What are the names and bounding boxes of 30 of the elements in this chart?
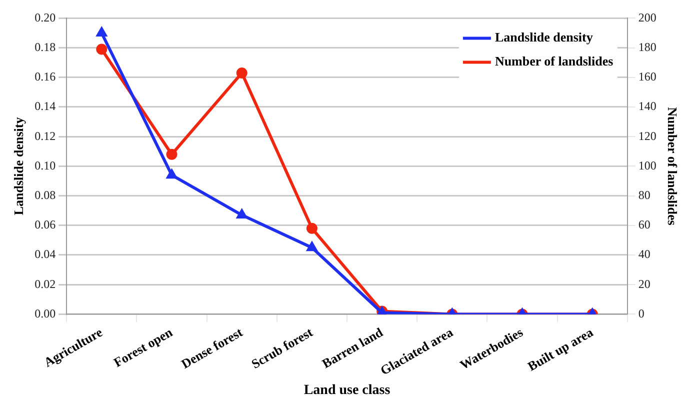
y-tick-label: 0.10 [34,158,56,172]
y-tick-label: 0.16 [34,70,56,84]
y-tick-label: 0.20 [34,10,56,24]
x-axis-title: Land use class [304,383,391,398]
legend-label: Number of landslides [494,54,614,69]
y2-tick-label: 200 [638,10,656,24]
x-tick-label: Scrub forest [248,324,316,372]
y-tick-label: 0.06 [34,218,56,232]
y2-tick-label: 0 [638,306,644,320]
y2-tick-label: 20 [638,276,650,291]
y2-tick-label: 100 [638,158,656,172]
legend-label: Landslide density [494,30,594,45]
y2-tick-label: 40 [638,247,650,262]
y-tick-label: 0.14 [34,99,56,114]
x-tick-label: Built up area [525,324,596,374]
y2-tick-label: 80 [638,188,650,202]
y2-tick-label: 180 [638,40,656,54]
y-tick-label: 0.04 [34,247,56,262]
y-tick-label: 0.18 [34,40,56,54]
y-axis-title: Landslide density [11,116,26,216]
y2-tick-label: 60 [638,218,650,232]
y-tick-label: 0.00 [34,306,56,320]
x-tick-label: Dense forest [178,324,246,372]
y2-tick-label: 120 [638,128,656,143]
y2-tick-label: 140 [638,99,656,114]
y-tick-label: 0.12 [34,128,56,143]
y-tick-label: 0.08 [34,188,56,202]
y-tick-label: 0.02 [34,276,56,291]
y2-axis-title: Number of landslides [664,107,680,226]
y2-tick-label: 160 [638,70,656,84]
